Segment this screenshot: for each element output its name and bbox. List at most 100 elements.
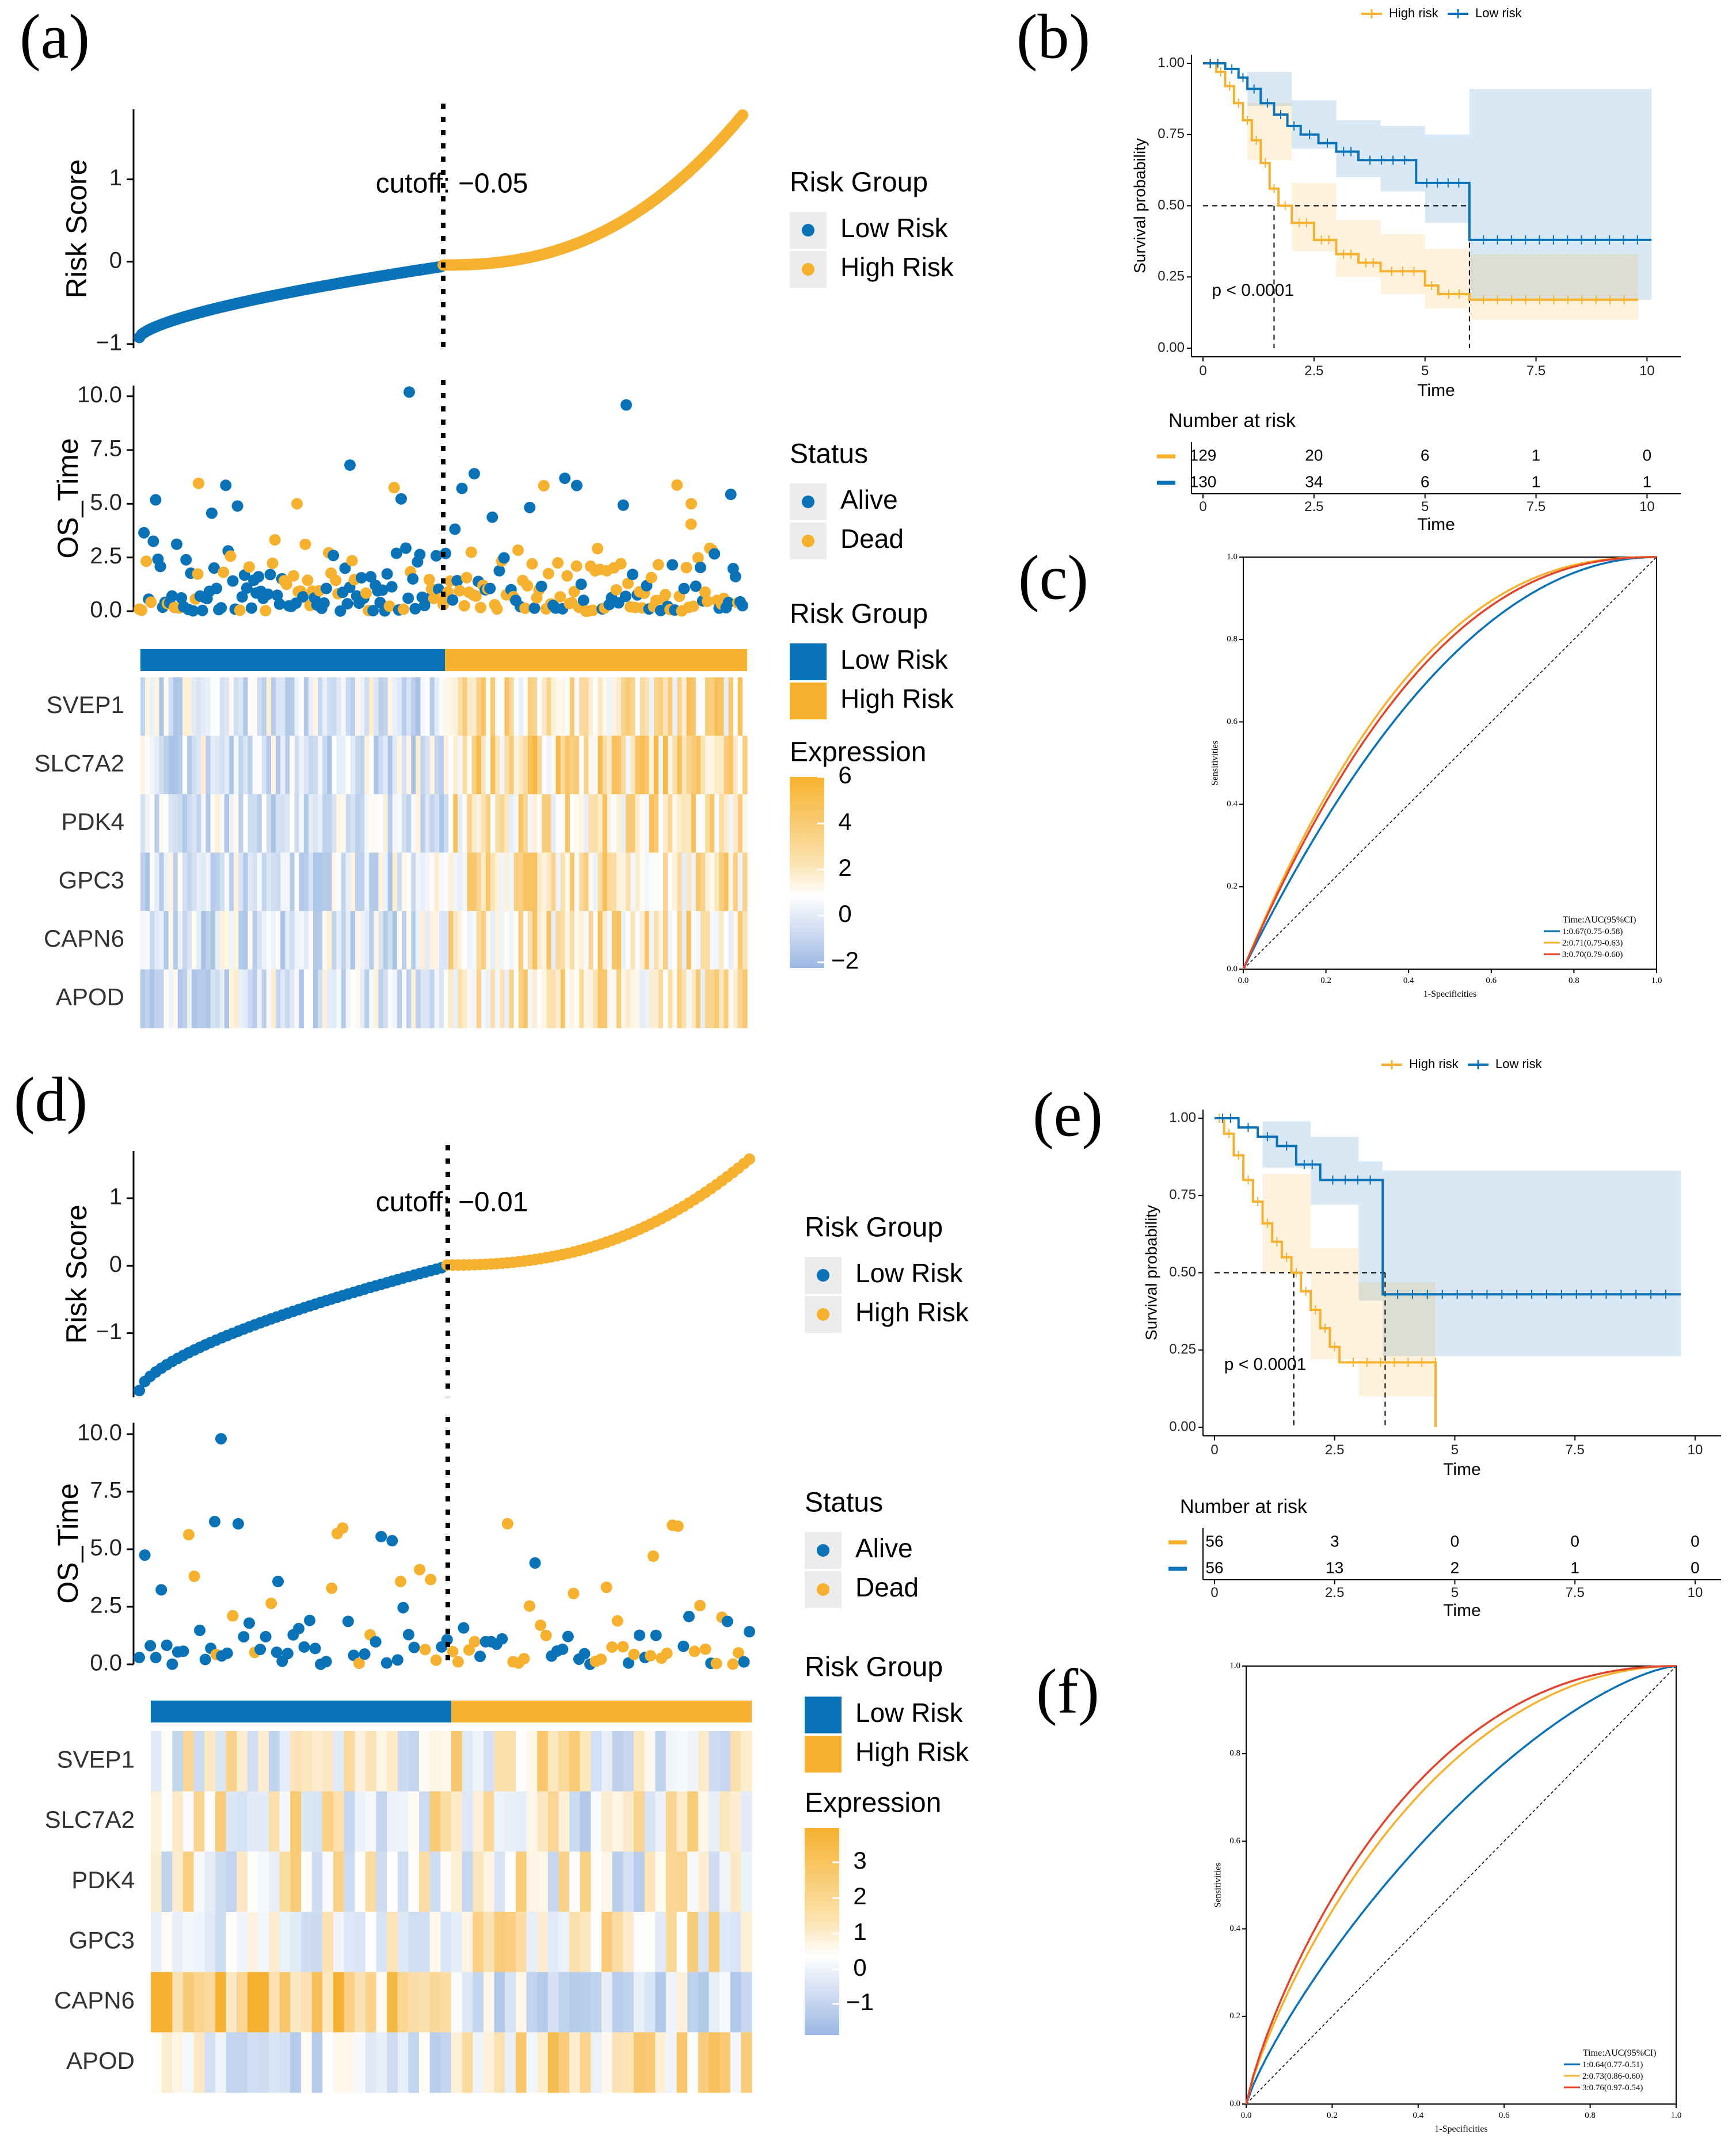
heat-cell — [537, 1972, 549, 2033]
heat-cell — [612, 1912, 623, 1973]
os-point — [587, 604, 599, 616]
os-point — [374, 596, 386, 608]
heat-cell — [473, 1912, 484, 1973]
heat-cell — [392, 735, 398, 795]
heat-cell — [425, 794, 431, 853]
heat-cell — [168, 852, 174, 912]
heat-cell — [434, 677, 440, 737]
os-point — [209, 1516, 220, 1527]
heat-cell — [687, 2032, 699, 2093]
heat-cell — [509, 911, 515, 970]
heat-cell — [485, 794, 491, 853]
heat-cell — [336, 735, 342, 795]
heat-cell — [301, 1972, 313, 2033]
heat-cell — [279, 1912, 291, 1973]
os-point — [341, 598, 353, 610]
heat-cell — [663, 794, 668, 853]
os-point — [619, 590, 631, 603]
heat-cell — [467, 794, 473, 853]
roc-legend-label: 1:0.67(0.75-0.58) — [1562, 927, 1623, 936]
heat-cell — [406, 969, 412, 1028]
x-axis-label: 1-Specificities — [1423, 989, 1476, 999]
heat-cell — [416, 677, 421, 737]
heat-cell — [607, 677, 612, 737]
os-point — [344, 459, 356, 471]
colorbar-title: Expression — [790, 737, 926, 768]
legend-high-key — [817, 1583, 829, 1596]
heat-cell — [495, 735, 500, 795]
heat-cell — [630, 852, 636, 912]
heat-cell — [741, 1972, 752, 2033]
heat-cell — [523, 852, 528, 912]
heat-cell — [387, 677, 393, 737]
heat-cell — [665, 1912, 677, 1973]
os-point — [150, 494, 162, 506]
x-tick-label: 1.0 — [1671, 2111, 1682, 2120]
heat-cell — [695, 852, 701, 912]
heat-cell — [621, 794, 626, 853]
os-point — [519, 602, 531, 614]
heat-cell — [365, 1912, 377, 1973]
heat-cell — [728, 852, 734, 912]
heat-cell — [252, 911, 258, 970]
heat-cell — [467, 969, 473, 1028]
heat-cell — [687, 1912, 699, 1973]
heat-cell — [513, 794, 519, 853]
heat-cell — [532, 677, 538, 737]
heat-cell — [569, 852, 575, 912]
os-point — [542, 567, 554, 580]
heat-cell — [494, 1912, 505, 1973]
heat-cell — [279, 1972, 291, 2033]
heat-cell — [261, 969, 267, 1028]
heat-cell — [655, 1972, 667, 2033]
heat-cell — [257, 969, 262, 1028]
heat-cell — [205, 794, 211, 853]
heat-cell — [374, 677, 379, 737]
os-point — [538, 480, 550, 492]
p-value: p < 0.0001 — [1224, 1355, 1307, 1374]
os-point — [661, 1647, 673, 1659]
heat-cell — [327, 969, 333, 1028]
heat-cell — [639, 735, 645, 795]
heat-cell — [266, 794, 272, 853]
heat-cell — [593, 735, 599, 795]
heat-cell — [705, 852, 710, 912]
heat-cell — [322, 1851, 334, 1912]
heat-cell — [546, 911, 552, 970]
heat-cell — [226, 1851, 237, 1912]
heat-cell — [374, 852, 379, 912]
heat-cell — [145, 794, 150, 853]
heat-cell — [271, 852, 276, 912]
os-point — [688, 1645, 701, 1657]
heat-cell — [196, 677, 201, 737]
heat-cell — [378, 969, 384, 1028]
heat-cell — [663, 677, 668, 737]
heat-cell — [676, 1791, 688, 1852]
heat-cell — [714, 677, 719, 737]
os-point — [419, 1644, 431, 1656]
heat-cell — [700, 735, 706, 795]
heat-cell — [344, 1912, 355, 1973]
heat-cell — [658, 852, 664, 912]
os-point — [299, 538, 311, 550]
heat-cell — [269, 1791, 280, 1852]
legend-low-key — [802, 496, 814, 508]
heat-cell — [308, 911, 314, 970]
heat-cell — [709, 1912, 720, 1973]
heat-cell — [248, 735, 253, 795]
heat-cell — [639, 969, 645, 1028]
heat-cell — [252, 735, 258, 795]
heat-cell — [210, 677, 216, 737]
heat-cell — [495, 794, 500, 853]
heat-cell — [733, 677, 738, 737]
heat-cell — [311, 1972, 323, 2033]
os-point — [521, 580, 534, 592]
y-tick-label: 10.0 — [77, 382, 122, 407]
os-point — [652, 559, 664, 571]
heat-cell — [201, 852, 207, 912]
y-tick-label: −1 — [96, 330, 122, 355]
heat-cell — [555, 969, 561, 1028]
os-point — [486, 511, 498, 523]
